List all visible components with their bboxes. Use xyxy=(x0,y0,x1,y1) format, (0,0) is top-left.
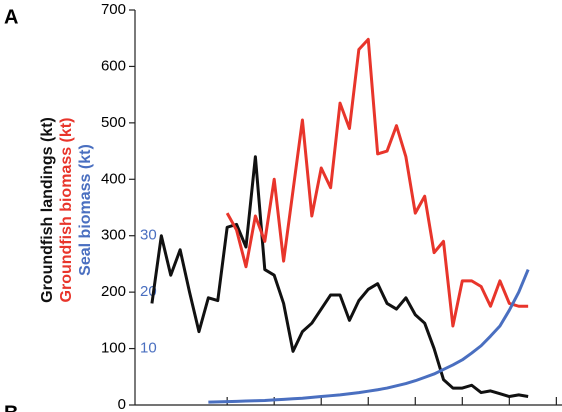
axis-title: Groundfish biomass (kt) xyxy=(58,118,75,303)
y-tick-label: 400 xyxy=(101,170,126,187)
y-tick-label: 200 xyxy=(101,283,126,300)
series-line xyxy=(150,155,529,399)
y-tick-label: 600 xyxy=(101,57,126,74)
y-tick-label: 500 xyxy=(101,114,126,131)
series-line xyxy=(208,268,530,404)
axis-title: Seal biomass (kt) xyxy=(77,144,94,276)
series-line xyxy=(225,37,529,328)
panel-label: B xyxy=(4,402,18,412)
y2-tick-label: 30 xyxy=(140,227,157,244)
panel-label: A xyxy=(4,6,18,28)
axis-title: Groundfish landings (kt) xyxy=(39,117,56,303)
y-tick-label: 300 xyxy=(101,227,126,244)
y-tick-label: 0 xyxy=(118,396,126,412)
y2-tick-label: 10 xyxy=(140,340,157,357)
y-tick-label: 100 xyxy=(101,340,126,357)
y-tick-label: 700 xyxy=(101,1,126,18)
